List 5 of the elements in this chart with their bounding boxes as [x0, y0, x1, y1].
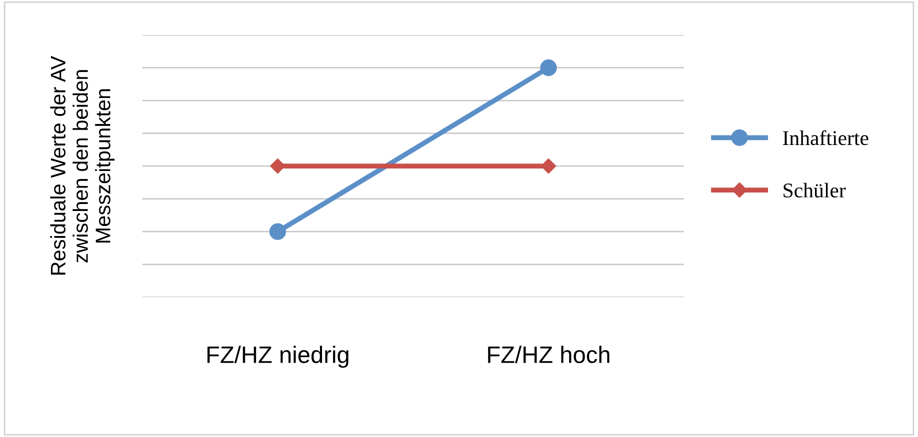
x-tick-label: FZ/HZ hoch — [488, 346, 610, 364]
y-axis-title: Residuale Werte der AV zwischen den beiden Messzeitpunkten — [50, 56, 115, 275]
legend-label: Schüler — [784, 182, 846, 198]
x-tick-label: FZ/HZ niedrig — [207, 346, 348, 368]
legend-label: Inhaftierte — [782, 130, 868, 146]
